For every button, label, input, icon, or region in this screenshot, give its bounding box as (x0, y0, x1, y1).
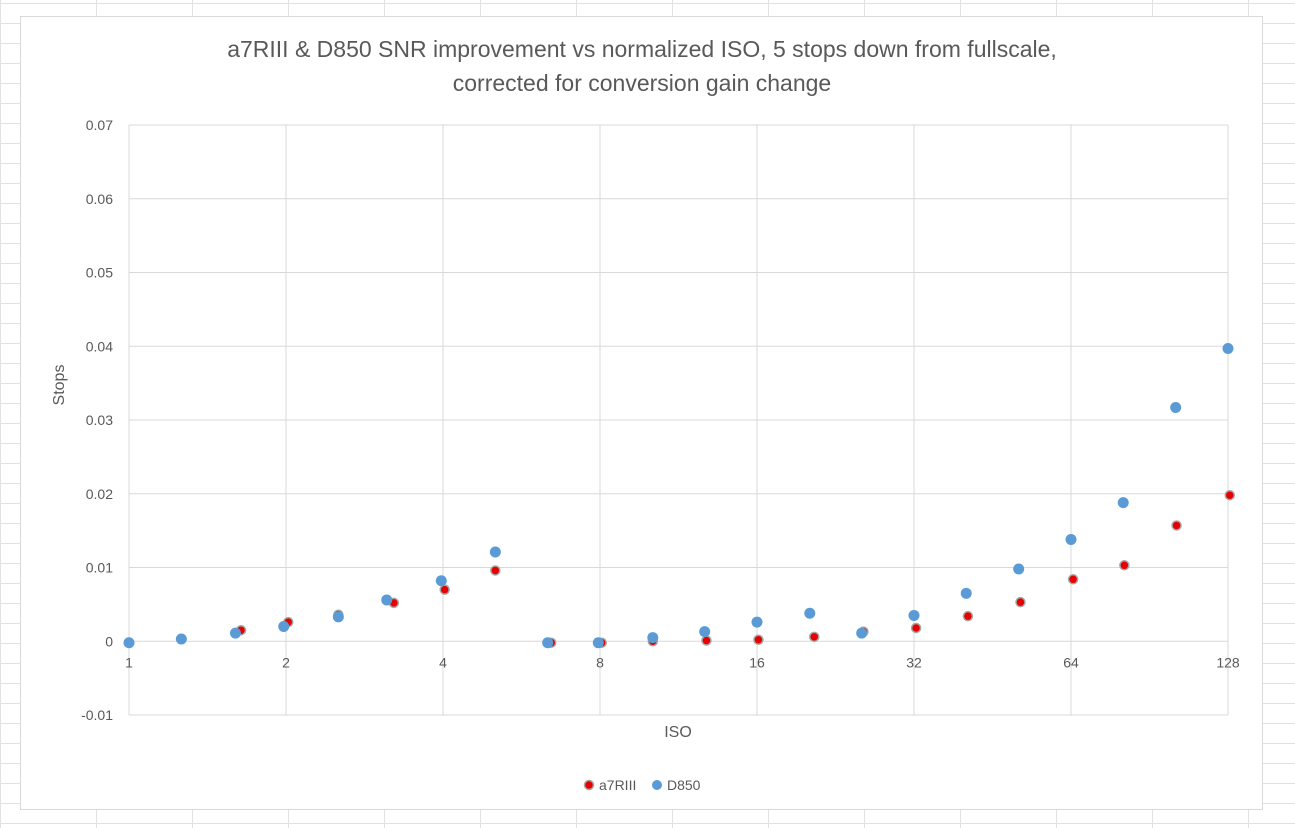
point-d850 (699, 626, 711, 638)
point-a7riii (490, 565, 501, 576)
point-d850 (856, 627, 868, 639)
y-tick-label: 0.04 (86, 338, 113, 354)
plot-gridlines (128, 124, 1229, 716)
chart-area[interactable]: a7RIII & D850 SNR improvement vs normali… (20, 16, 1263, 810)
y-tick-label: 0.07 (86, 117, 113, 133)
point-d850 (229, 627, 241, 639)
series-a7riii (123, 489, 1236, 648)
chart-svg: a7RIII & D850 SNR improvement vs normali… (51, 36, 1240, 793)
x-tick-label: 32 (906, 654, 922, 670)
chart-title-line-1: a7RIII & D850 SNR improvement vs normali… (227, 36, 1057, 62)
point-a7riii (962, 610, 974, 622)
y-tick-label: 0.05 (86, 265, 113, 281)
point-d850 (381, 594, 393, 606)
point-a7riii (1067, 574, 1079, 585)
legend-marker-a7riii (583, 779, 595, 791)
point-d850 (542, 637, 554, 649)
y-tick-label: 0.02 (86, 486, 113, 502)
point-d850 (1170, 401, 1182, 413)
point-d850 (751, 616, 763, 628)
legend-label-d850: D850 (667, 777, 701, 793)
point-d850 (908, 609, 920, 621)
y-tick-label: 0.03 (86, 412, 113, 428)
y-tick-label: -0.01 (81, 707, 113, 723)
point-d850 (332, 611, 344, 623)
x-tick-label: 2 (282, 654, 290, 670)
data-points (123, 342, 1236, 649)
point-d850 (1222, 342, 1234, 354)
point-a7riii (808, 631, 820, 643)
legend: a7RIII D850 (583, 777, 701, 793)
chart-title-line-2: corrected for conversion gain change (453, 70, 831, 96)
point-d850 (278, 621, 290, 632)
point-d850 (1013, 563, 1025, 575)
point-a7riii (1224, 489, 1236, 501)
y-tick-label: 0.01 (86, 560, 113, 576)
point-d850 (592, 637, 604, 649)
y-axis-tick-labels: -0.01 0 0.01 0.02 0.03 0.04 0.05 0.06 0.07 (81, 117, 113, 723)
x-tick-label: 4 (439, 654, 447, 670)
point-a7riii (439, 584, 450, 595)
x-tick-label: 16 (749, 654, 765, 670)
legend-label-a7riii: a7RIII (599, 777, 636, 793)
point-d850 (960, 587, 972, 599)
x-axis-tick-labels: 1 2 4 8 16 32 64 128 (125, 654, 1240, 670)
x-axis-title: ISO (664, 724, 692, 741)
point-a7riii (1015, 596, 1026, 608)
series-d850 (123, 342, 1234, 649)
point-d850 (804, 607, 816, 619)
y-tick-label: 0 (105, 633, 113, 649)
point-a7riii (701, 635, 712, 646)
point-a7riii (1119, 560, 1130, 571)
x-tick-label: 128 (1216, 654, 1240, 670)
legend-marker-d850 (652, 780, 662, 790)
point-d850 (123, 637, 135, 649)
x-tick-label: 1 (125, 654, 133, 670)
point-d850 (489, 546, 501, 558)
point-d850 (435, 575, 447, 587)
point-d850 (647, 632, 659, 644)
point-d850 (1065, 533, 1077, 545)
point-a7riii (1171, 520, 1182, 531)
chart-title: a7RIII & D850 SNR improvement vs normali… (227, 36, 1057, 96)
point-d850 (175, 633, 187, 645)
x-tick-label: 64 (1063, 654, 1079, 670)
point-a7riii (753, 634, 764, 646)
point-d850 (1117, 497, 1129, 509)
point-a7riii (910, 622, 922, 634)
x-tick-label: 8 (596, 654, 604, 670)
y-tick-label: 0.06 (86, 191, 113, 207)
y-axis-title: Stops (51, 365, 68, 406)
